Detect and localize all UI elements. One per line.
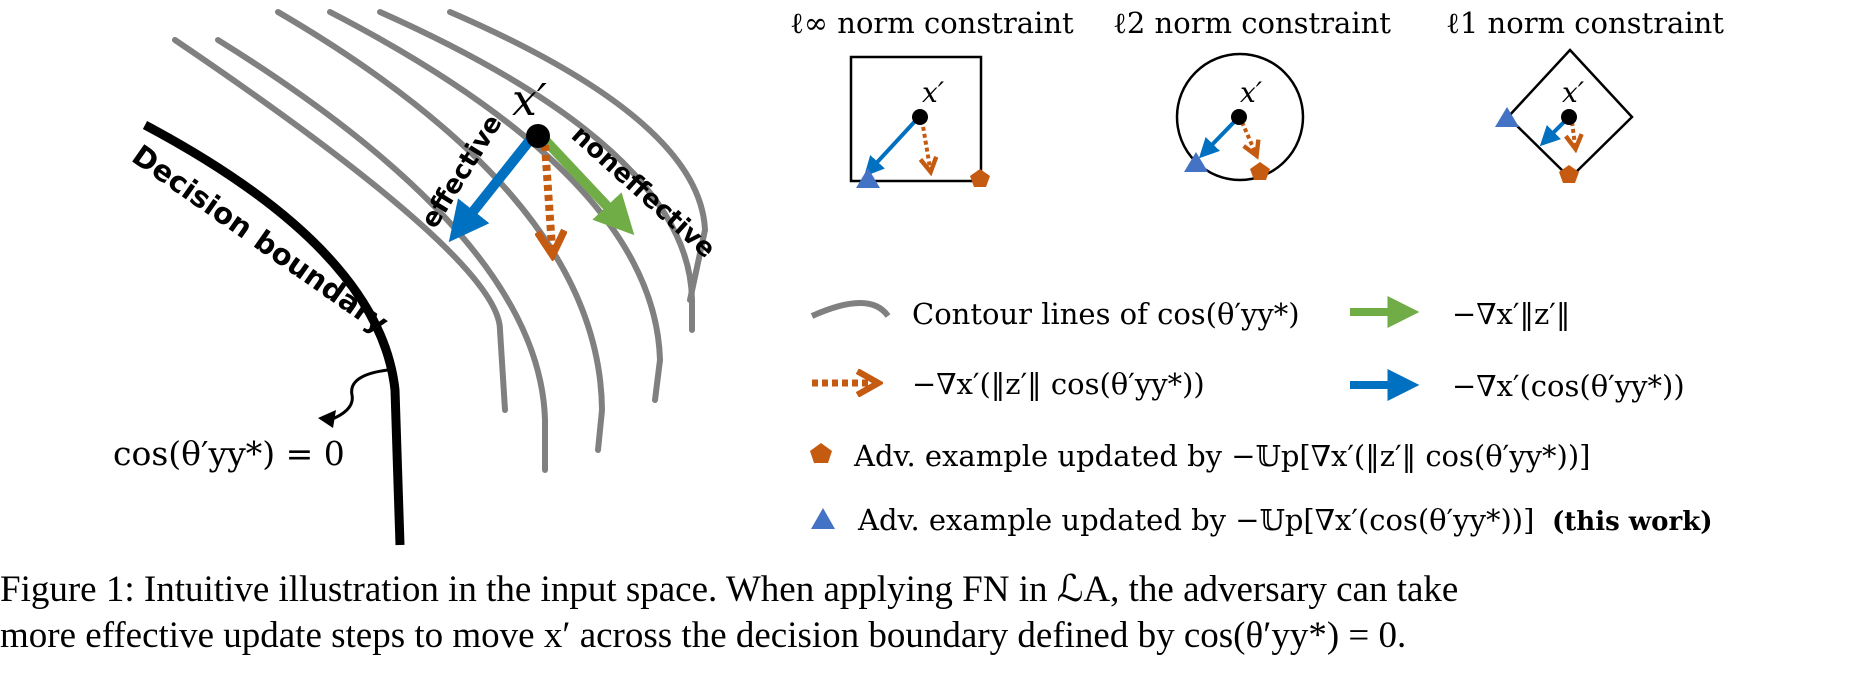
legend-contour-swatch [810, 300, 891, 319]
l1-constraint-title: ℓ1 norm constraint [1446, 6, 1724, 40]
l2-triangle-marker [1184, 152, 1208, 172]
contour-lines [172, 9, 709, 473]
l2-point [1231, 109, 1247, 125]
legend-pentagon-label: Adv. example updated by −𝕌p[∇x′(‖z′‖ cos… [853, 439, 1590, 473]
l2-blue-arrow [1198, 118, 1238, 159]
caption-line-2: more effective update steps to move x′ a… [0, 615, 1407, 656]
legend-orange-label: −∇x′(‖z′‖ cos(θ′yy*)) [912, 367, 1205, 401]
contour-line [447, 9, 709, 303]
l2-orange-arrow [1240, 121, 1255, 152]
legend-triangle-label: Adv. example updated by −𝕌p[∇x′(cos(θ′yy… [857, 503, 1534, 537]
legend: Contour lines of cos(θ′yy*) −∇x′‖z′‖ −∇x… [810, 296, 1713, 537]
l1-constraint-panel: x′ [1495, 48, 1634, 183]
l1-point [1561, 109, 1577, 125]
linf-point-label: x′ [922, 76, 945, 109]
l1-triangle-marker [1495, 107, 1519, 127]
linf-triangle-marker [856, 168, 880, 188]
linf-box [849, 55, 983, 183]
noneffective-arrow [541, 136, 635, 236]
point-label: x′ [512, 75, 547, 126]
effective-label: effective [415, 110, 508, 234]
figure-caption: Figure 1: Intuitive illustration in the … [0, 567, 1851, 659]
boundary-equation: cos(θ′yy*) = 0 [113, 434, 345, 473]
l1-point-label: x′ [1562, 76, 1585, 109]
l1-pentagon-marker [1559, 165, 1579, 183]
boundary-pointer-icon [329, 368, 389, 422]
contour-line [377, 9, 695, 333]
combined-gradient-arrow [545, 144, 552, 248]
legend-green-label: −∇x′‖z′‖ [1452, 297, 1570, 331]
l2-circle [1175, 52, 1305, 182]
linf-pentagon-marker [970, 169, 990, 187]
legend-this-work: (this work) [1552, 507, 1713, 537]
adversarial-point [526, 124, 550, 148]
legend-blue-label: −∇x′(cos(θ′yy*)) [1452, 369, 1685, 403]
linf-blue-arrow [864, 116, 920, 177]
linf-orange-arrow [922, 119, 930, 168]
l2-constraint-title: ℓ2 norm constraint [1113, 6, 1391, 40]
linf-constraint-panel: x′ [849, 55, 990, 188]
l2-pentagon-marker [1250, 162, 1270, 180]
legend-pentagon-marker [810, 443, 832, 463]
linf-constraint-title: ℓ∞ norm constraint [790, 6, 1074, 40]
l2-constraint-panel: x′ [1175, 52, 1305, 182]
legend-contour-label: Contour lines of cos(θ′yy*) [912, 297, 1300, 331]
decision-boundary [142, 121, 405, 546]
l2-point-label: x′ [1240, 76, 1263, 109]
contour-line [215, 37, 548, 473]
contour-line [275, 9, 606, 453]
linf-point [912, 109, 928, 125]
figure-illustration: Decision boundary cos(θ′yy*) = 0 x′ effe… [113, 6, 1724, 546]
effective-arrow [448, 136, 534, 243]
caption-line-1: Figure 1: Intuitive illustration in the … [0, 569, 1459, 610]
l1-orange-arrow [1572, 121, 1575, 145]
legend-triangle-marker [811, 508, 835, 529]
contour-line [327, 9, 664, 403]
contour-line [172, 37, 508, 413]
l1-blue-arrow [1539, 118, 1568, 147]
boundary-pointer-head [318, 410, 336, 428]
